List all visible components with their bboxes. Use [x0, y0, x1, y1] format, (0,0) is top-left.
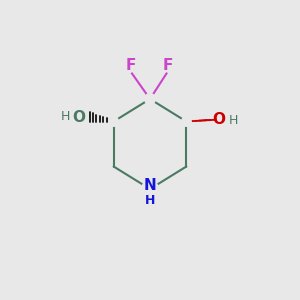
Text: H: H	[61, 110, 70, 124]
Circle shape	[182, 117, 191, 126]
Text: H: H	[229, 113, 238, 127]
Text: N: N	[144, 178, 156, 194]
Circle shape	[145, 94, 155, 104]
Text: H: H	[145, 194, 155, 207]
Circle shape	[109, 117, 118, 126]
Text: F: F	[125, 58, 136, 73]
Circle shape	[142, 181, 158, 197]
Text: O: O	[73, 110, 85, 124]
Text: F: F	[163, 58, 173, 73]
Text: O: O	[212, 112, 225, 128]
